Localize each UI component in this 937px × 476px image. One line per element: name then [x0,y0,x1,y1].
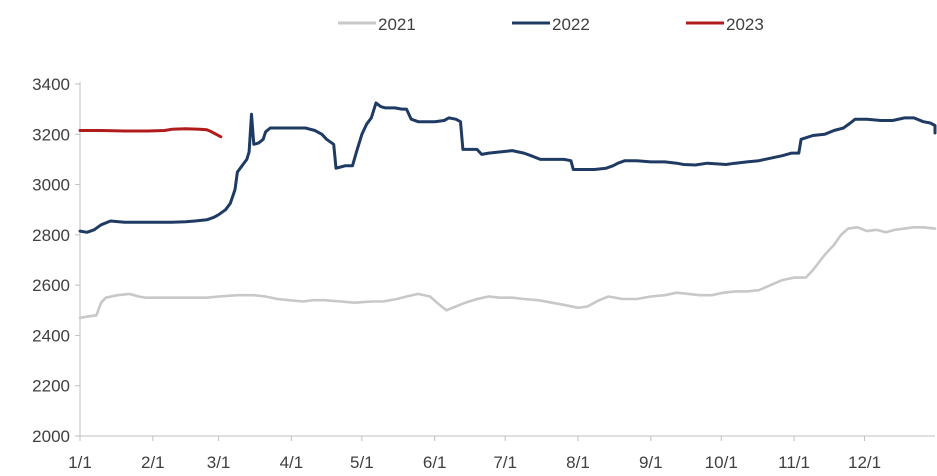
series-line-2023 [78,127,223,139]
series-line-2022 [78,101,937,234]
x-tick-label: 9/1 [639,453,663,472]
x-tick-label: 11/1 [778,453,810,472]
y-tick-label: 2400 [32,326,70,345]
y-axis: 2000 2200 2400 2600 2800 3000 3200 3400 [32,75,81,446]
series-layer [78,101,937,320]
series-line-2021 [78,226,937,320]
x-tick-label: 2/1 [141,453,165,472]
legend-label-2023: 2023 [726,15,764,34]
y-tick-label: 2000 [32,427,70,446]
y-tick-label: 2200 [32,377,70,396]
legend-label-2022: 2022 [552,15,590,34]
legend: 2021 2022 2023 [338,15,764,34]
x-axis: 1/1 2/1 3/1 4/1 5/1 6/1 7/1 8/1 9/1 10/1 11/1 12/1 [68,435,935,472]
x-tick-label: 6/1 [423,453,447,472]
y-tick-label: 3400 [32,75,70,94]
x-tick-label: 8/1 [566,453,590,472]
x-tick-label: 4/1 [280,453,304,472]
x-tick-label: 7/1 [493,453,517,472]
x-tick-label: 3/1 [207,453,231,472]
x-tick-label: 10/1 [705,453,738,472]
y-tick-label: 2800 [32,226,70,245]
y-tick-label: 2600 [32,276,70,295]
y-tick-label: 3000 [32,176,70,195]
legend-label-2021: 2021 [378,15,416,34]
x-tick-label: 5/1 [350,453,374,472]
x-tick-label: 12/1 [848,453,881,472]
y-tick-label: 3200 [32,125,70,144]
x-tick-label: 1/1 [68,453,92,472]
